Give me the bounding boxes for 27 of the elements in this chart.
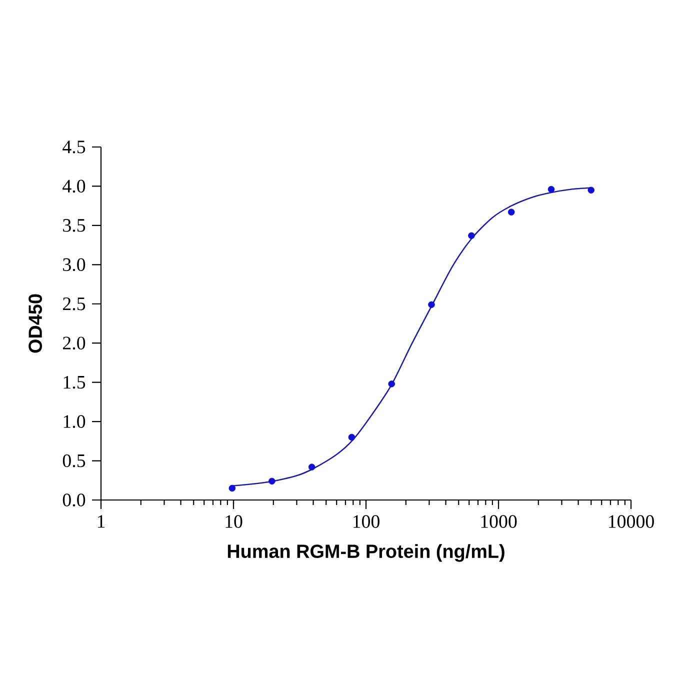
x-tick-label: 10000 — [609, 515, 654, 528]
x-tick-label: 10 — [226, 515, 242, 528]
y-tick-label: 1.0 — [64, 415, 86, 428]
y-tick-label: 4.0 — [62, 180, 86, 193]
point — [588, 186, 595, 194]
y-tick-label: 3.5 — [63, 219, 86, 232]
y-tick-label: 2.5 — [63, 297, 86, 310]
y-tick-label: 4.5 — [62, 140, 86, 154]
point — [308, 464, 316, 470]
point — [388, 380, 395, 388]
point — [268, 478, 276, 485]
y-tick-label: 0.0 — [62, 494, 86, 506]
point — [548, 186, 555, 193]
y-tick-label: 0.5 — [62, 454, 86, 468]
x-tick-label: 1 — [98, 515, 105, 528]
y-tick-label: 2.0 — [63, 336, 86, 350]
point — [508, 208, 515, 216]
point — [228, 484, 236, 492]
point — [468, 232, 475, 240]
point — [348, 434, 356, 441]
y-axis-title: OD450 — [28, 294, 42, 353]
point — [428, 301, 435, 308]
x-tick-label: 1000 — [481, 515, 517, 528]
y-tick-label: 1.5 — [64, 376, 86, 389]
y-tick-label: 3.0 — [63, 258, 86, 272]
x-axis-title: Human RGM-B Protein (ng/mL) — [228, 544, 504, 562]
x-tick-label: 100 — [353, 515, 380, 528]
